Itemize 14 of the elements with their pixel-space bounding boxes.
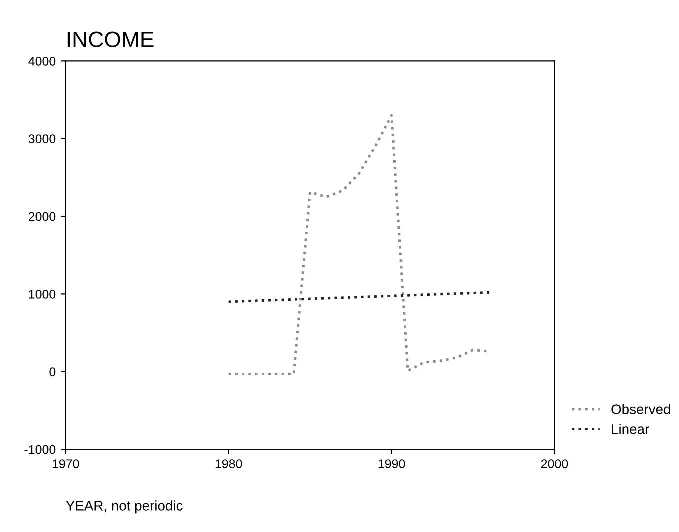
y-tick-label: 4000 [28, 56, 56, 66]
x-axis-title: YEAR, not periodic [66, 500, 183, 514]
chart-title: INCOME [68, 32, 154, 48]
x-tick-label: 1980 [216, 460, 242, 468]
y-tick-label: -1000 [24, 445, 56, 454]
y-tick-label: 3000 [28, 134, 56, 144]
y-tick-label: 1000 [29, 290, 56, 299]
legend-label: Observed [612, 404, 670, 414]
legend-label: Linear [612, 424, 650, 434]
x-tick-label: 1990 [378, 460, 406, 468]
y-tick-label: 0 [50, 368, 56, 377]
x-tick-label: 1970 [52, 460, 80, 468]
x-tick-label: 2000 [541, 460, 568, 468]
y-tick-label: 2000 [28, 212, 56, 222]
